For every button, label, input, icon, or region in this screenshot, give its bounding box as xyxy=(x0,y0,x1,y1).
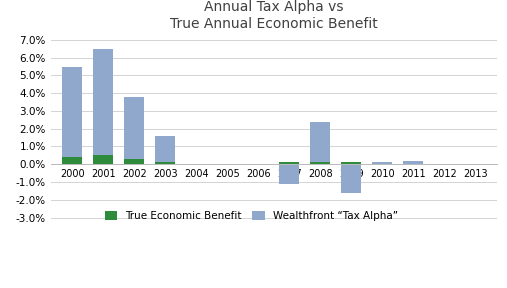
Title: Annual Tax Alpha vs
True Annual Economic Benefit: Annual Tax Alpha vs True Annual Economic… xyxy=(170,0,378,31)
Bar xyxy=(62,67,83,164)
Bar xyxy=(341,162,361,164)
Bar xyxy=(62,157,83,164)
Bar xyxy=(403,161,423,164)
Bar xyxy=(93,49,114,164)
Bar xyxy=(155,162,175,164)
Bar xyxy=(124,97,144,164)
Bar xyxy=(372,162,392,164)
Bar xyxy=(310,162,331,164)
Bar xyxy=(341,164,361,193)
Bar xyxy=(279,162,299,164)
Bar xyxy=(279,164,299,184)
Bar xyxy=(93,155,114,164)
Bar xyxy=(155,136,175,164)
Legend: True Economic Benefit, Wealthfront “Tax Alpha”: True Economic Benefit, Wealthfront “Tax … xyxy=(104,211,399,221)
Bar xyxy=(124,159,144,164)
Bar xyxy=(310,122,331,164)
